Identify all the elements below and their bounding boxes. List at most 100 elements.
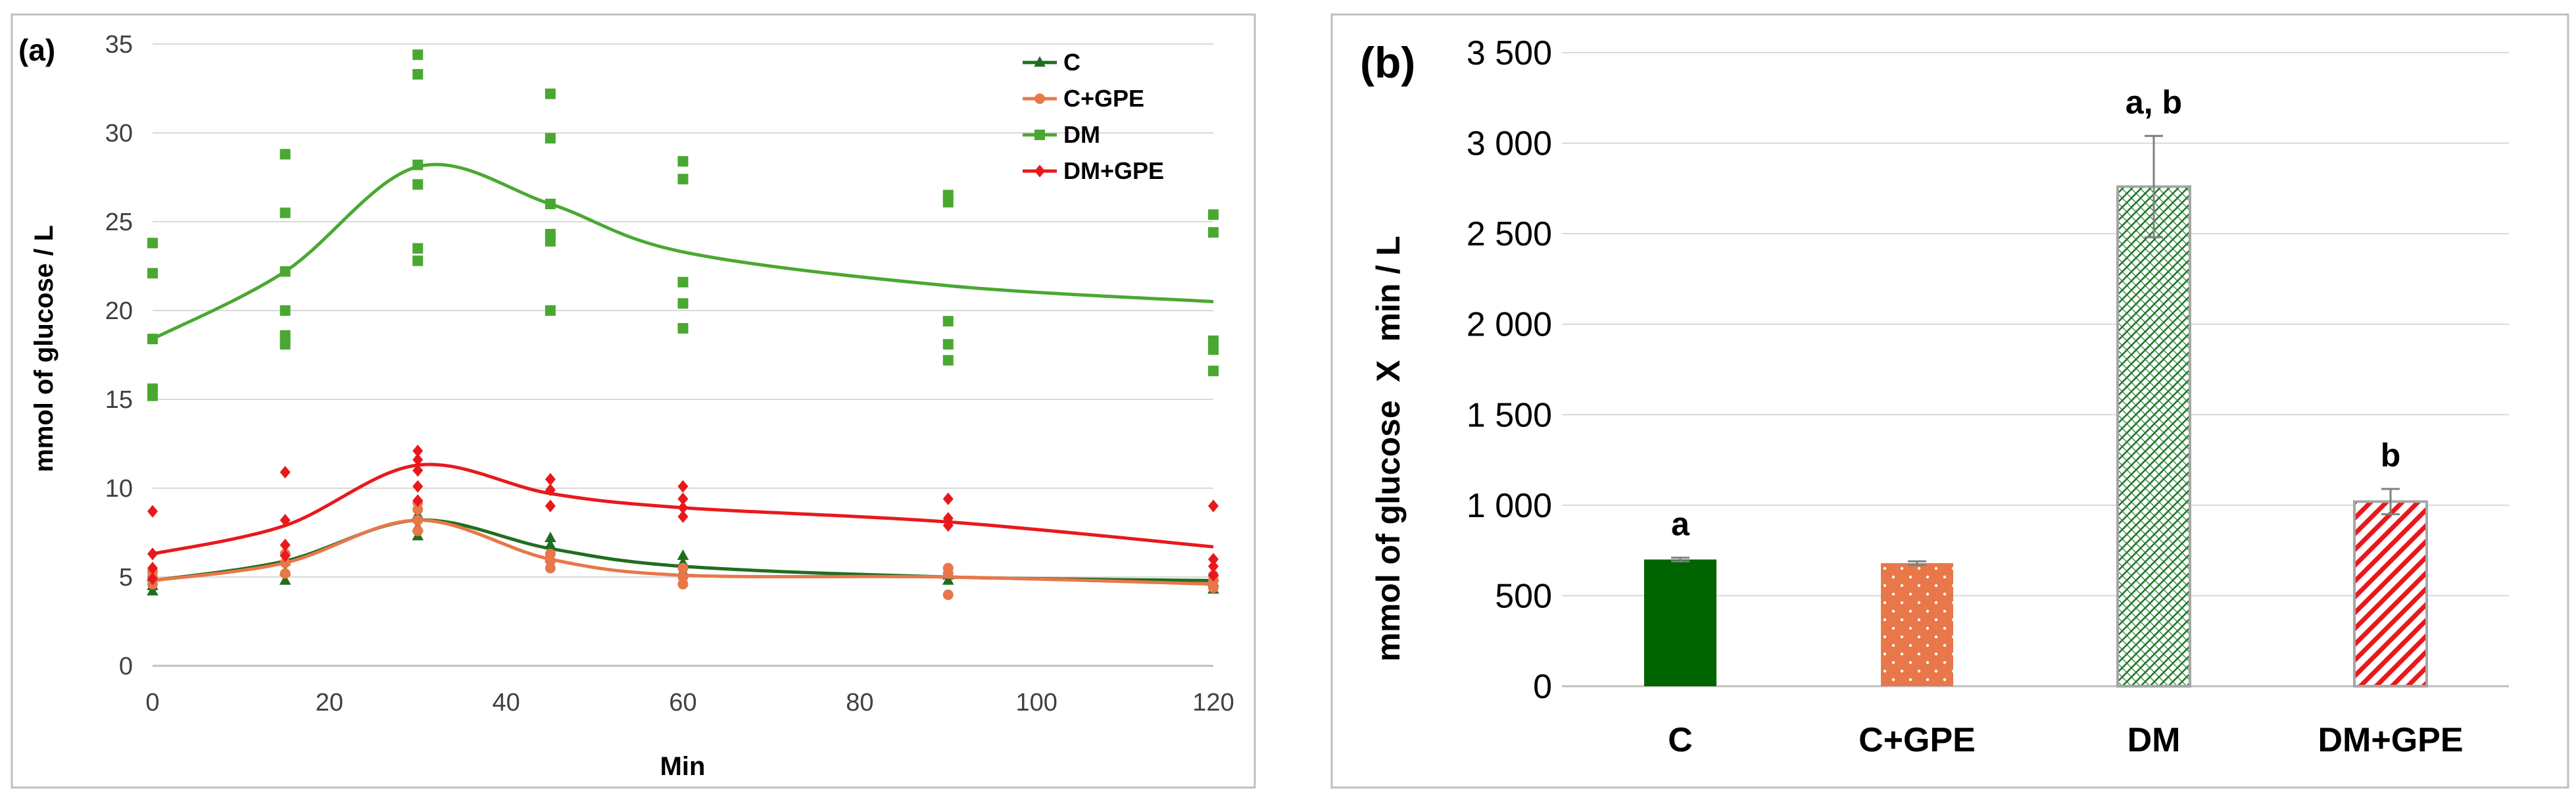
panel-a-data-point	[942, 339, 954, 350]
panel-a-data-point	[545, 472, 556, 486]
panel-b-error-bar	[2145, 135, 2163, 239]
panel-a-data-point	[1208, 568, 1219, 582]
panel-b-error-bar	[1671, 557, 1689, 563]
panel-a-legend-label: C+GPE	[1063, 85, 1144, 112]
panel-a-data-point	[942, 563, 954, 574]
panel-a-data-point	[279, 149, 291, 160]
panel-a-data-point	[677, 156, 689, 167]
panel-a-x-tick-label: 40	[493, 689, 520, 716]
panel-b-x-tick-label: DM	[2127, 721, 2181, 759]
panel-b-significance-label: a, b	[2126, 84, 2182, 121]
panel-a-data-point	[677, 174, 689, 185]
panel-a-data-point	[279, 207, 291, 218]
panel-a-data-point	[942, 355, 954, 366]
panel-b-x-tick-label: DM+GPE	[2318, 721, 2463, 759]
panel-b-y-tick-label: 2 500	[1467, 215, 1552, 253]
panel-b: (b) 0 500 1 000 1 500 2 000 2 500 3 000 3 500 m…	[1330, 13, 2569, 789]
panel-b-error-bar	[2381, 488, 2400, 516]
panel-a-data-point	[279, 305, 291, 316]
panel-a-data-point	[279, 339, 291, 350]
panel-a-data-point	[412, 179, 424, 190]
panel-b-gridlines	[1562, 52, 2509, 597]
panel-a-data-point	[279, 514, 291, 527]
panel-b-y-tick-labels: 0 500 1 000 1 500 2 000 2 500 3 000 3 500	[1467, 34, 1552, 706]
panel-a-data-point	[1208, 560, 1219, 573]
panel-b-y-tick-label: 2 000	[1467, 306, 1552, 344]
panel-a-data-point	[279, 330, 291, 341]
panel-a-data-point	[147, 572, 158, 586]
panel-b-x-tick-label: C+GPE	[1859, 721, 1976, 759]
panel-a-data-point	[279, 574, 291, 585]
panel-a-legend-swatch-marker	[1034, 56, 1046, 67]
panel-a-data-point	[412, 480, 424, 493]
panel-a-data-point	[1208, 227, 1219, 238]
panel-a-data-point	[545, 548, 556, 559]
panel-a-y-axis-title: mmol of glucose / L	[30, 225, 59, 472]
panel-b-bar	[1644, 559, 1716, 686]
panel-a-legend-swatch-marker	[1034, 93, 1045, 104]
panel-a-legend-swatch-marker	[1034, 164, 1045, 178]
panel-b-y-tick-label: 0	[1533, 668, 1552, 706]
panel-a-legend-label: DM	[1063, 121, 1100, 148]
panel-a-x-tick-labels: 0 20 40 60 80 100 120	[145, 689, 1234, 716]
panel-a-data-point	[1208, 335, 1219, 346]
panel-a-series-dm	[147, 49, 1219, 401]
panel-a-x-tick-label: 20	[316, 689, 343, 716]
panel-a-data-point	[147, 585, 158, 595]
panel-a-data-point	[677, 323, 689, 334]
panel-a-data-point	[677, 549, 689, 560]
panel-a-data-point	[412, 453, 424, 466]
panel-a-data-point	[942, 574, 954, 585]
panel-b-bar	[2353, 500, 2428, 688]
panel-a-data-point	[677, 492, 689, 505]
panel-a-data-point	[147, 383, 158, 394]
panel-a-x-tick-label: 100	[1015, 689, 1057, 716]
panel-a-data-point	[412, 68, 424, 80]
panel-a-legend-item: DM	[1023, 121, 1100, 148]
panel-a-frame	[11, 13, 1256, 789]
panel-a-y-tick-label: 35	[105, 31, 133, 59]
panel-a-data-point	[279, 466, 291, 479]
panel-b-bar-dm: a, b	[2116, 84, 2191, 688]
panel-a-data-point	[412, 525, 424, 536]
panel-b-x-tick-labels: C C+GPE DM DM+GPE	[1668, 721, 2463, 759]
panel-a-data-point	[677, 276, 689, 288]
panel-b-bar	[2116, 185, 2191, 688]
panel-b-x-tick-label: C	[1668, 721, 1693, 759]
panel-b-y-tick-label: 1 500	[1467, 396, 1552, 434]
panel-a-data-point	[412, 243, 424, 254]
panel-a-data-point	[545, 228, 556, 239]
panel-a-x-tick-label: 80	[846, 689, 873, 716]
panel-b-bar-dm-plus-gpe: b	[2353, 437, 2428, 688]
panel-a-legend: C C+GPE DM DM+GPE	[1023, 49, 1164, 184]
panel-a-data-point	[942, 492, 954, 505]
panel-a-data-point	[942, 519, 954, 532]
panel-a-y-tick-label: 15	[105, 386, 133, 414]
panel-a-data-point	[677, 298, 689, 309]
panel-a-data-point	[1208, 553, 1219, 566]
panel-a-data-point	[1208, 209, 1219, 220]
panel-a-legend-item: C	[1023, 49, 1081, 76]
panel-a-data-point	[677, 563, 689, 574]
panel-b-bar-c: a	[1644, 506, 1716, 686]
panel-b-bars: a a, b b	[1644, 84, 2428, 688]
panel-a-data-point	[545, 532, 556, 542]
panel-a-legend-swatch-marker	[1034, 130, 1045, 140]
panel-a: (a) 0 5 10 15 20 25 30 35 0 20 40 60 80 100 120 Min m…	[11, 13, 1256, 789]
panel-a-x-tick-label: 120	[1192, 689, 1234, 716]
panel-a-series-line	[151, 163, 1214, 341]
panel-a-data-point	[942, 189, 954, 201]
panel-b-error-bar	[1908, 560, 1926, 566]
panel-b-y-tick-label: 500	[1495, 577, 1552, 615]
panel-a-data-point	[545, 499, 556, 513]
panel-a-data-point	[1208, 499, 1219, 513]
panel-a-y-tick-label: 10	[105, 475, 133, 503]
panel-a-data-point	[942, 316, 954, 327]
panel-b-y-axis-title: mmol of glucose X min / L	[1370, 236, 1407, 661]
panel-b-bar-c-plus-gpe	[1881, 560, 1953, 686]
panel-a-data-point	[147, 505, 158, 518]
panel-a-data-point	[147, 238, 158, 249]
panel-a-data-point	[1208, 365, 1219, 376]
panel-a-data-point	[412, 464, 424, 477]
